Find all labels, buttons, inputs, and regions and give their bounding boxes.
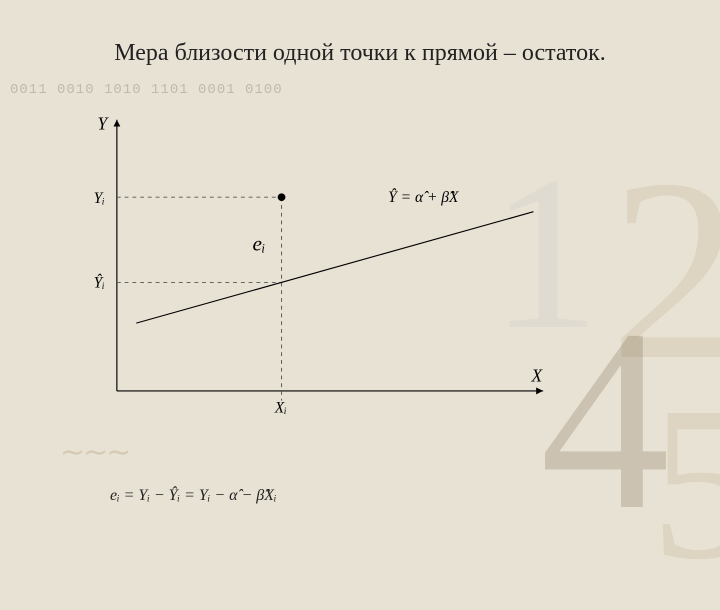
- regression-line: [136, 212, 533, 323]
- slide-title: Мера близости одной точки к прямой – ост…: [0, 40, 720, 67]
- regression-equation: Ŷ = α̂ + β̂X: [388, 189, 459, 206]
- label-xi: Xᵢ: [274, 399, 287, 416]
- label-yhat: Ŷᵢ: [94, 274, 105, 291]
- wave-decoration: ∼∼∼: [60, 435, 129, 470]
- residual-chart: Y X Yᵢ Ŷᵢ Xᵢ eᵢ Ŷ = α̂ + β̂X: [80, 110, 580, 420]
- label-y: Y: [98, 113, 110, 133]
- data-point: [278, 193, 286, 201]
- bg-number-5: 5: [650, 357, 720, 610]
- residual-formula: eᵢ = Yᵢ − Ŷᵢ = Yᵢ − α̂ − β̂Xᵢ: [110, 487, 277, 505]
- chart-svg: Y X Yᵢ Ŷᵢ Xᵢ eᵢ Ŷ = α̂ + β̂X: [80, 110, 580, 420]
- label-yi: Yᵢ: [94, 190, 105, 207]
- label-ei: eᵢ: [253, 231, 266, 255]
- binary-decoration: 0011 0010 1010 1101 0001 0100: [10, 82, 283, 98]
- label-x: X: [531, 365, 544, 385]
